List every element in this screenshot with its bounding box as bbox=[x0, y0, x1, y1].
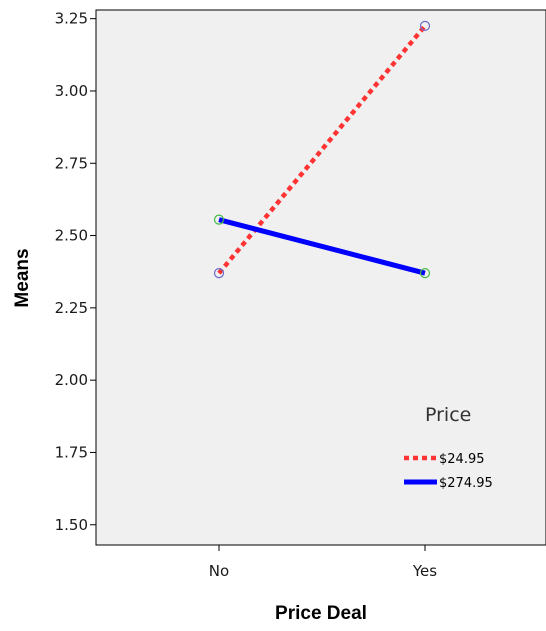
y-tick-label: 2.50 bbox=[55, 227, 88, 245]
data-point bbox=[213, 214, 225, 225]
y-tick-label: 3.00 bbox=[55, 82, 88, 100]
data-point bbox=[419, 268, 431, 279]
legend-label-1: $24.95 bbox=[439, 452, 485, 467]
x-tick-label: No bbox=[209, 562, 229, 580]
y-axis-title: Means bbox=[12, 248, 33, 307]
legend-title: Price bbox=[425, 404, 471, 426]
data-point bbox=[213, 268, 225, 279]
plot-area bbox=[95, 9, 546, 546]
y-tick-label: 2.75 bbox=[55, 154, 88, 172]
y-axis: 1.50 1.75 2.00 2.25 2.50 2.75 3.00 3.25 bbox=[55, 10, 96, 534]
y-tick-label: 1.75 bbox=[55, 443, 88, 461]
x-axis: No Yes bbox=[209, 545, 437, 580]
y-tick-label: 2.00 bbox=[55, 371, 88, 389]
y-tick-label: 1.50 bbox=[55, 516, 88, 534]
legend-label-2: $274.95 bbox=[439, 476, 493, 491]
x-tick-label: Yes bbox=[412, 562, 437, 580]
series-layer bbox=[213, 20, 431, 279]
legend: Price $24.95 $274.95 bbox=[404, 404, 493, 491]
y-tick-label: 3.25 bbox=[55, 10, 88, 28]
y-tick-label: 2.25 bbox=[55, 299, 88, 317]
series-line-2 bbox=[218, 217, 426, 276]
data-point bbox=[419, 20, 431, 32]
x-axis-title: Price Deal bbox=[275, 603, 367, 624]
